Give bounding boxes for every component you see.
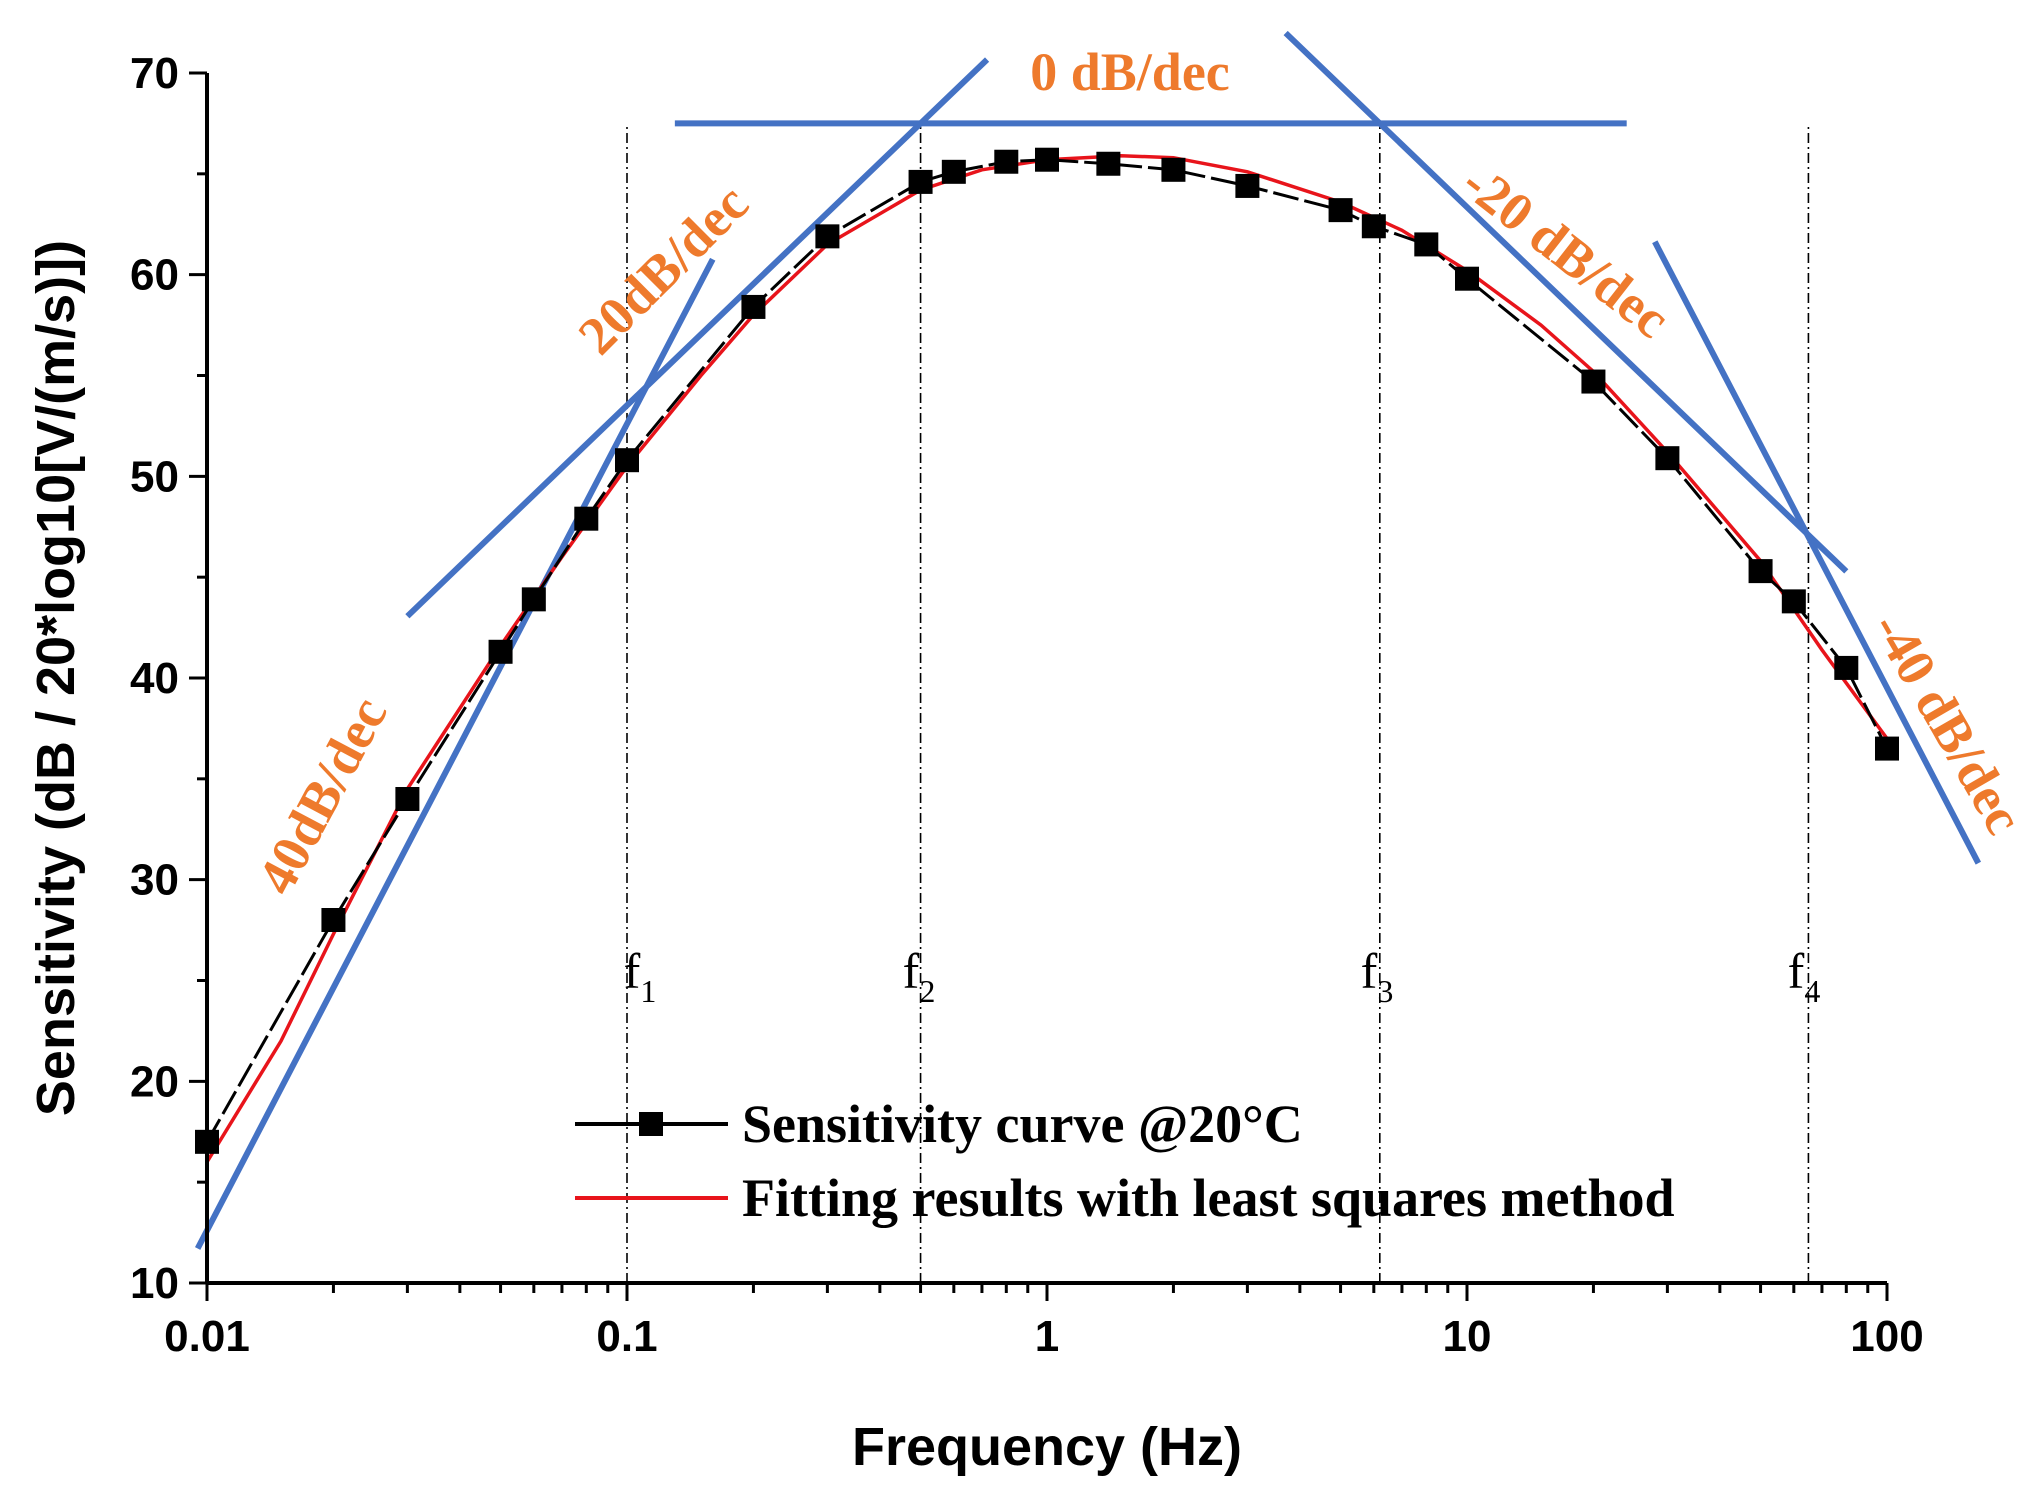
asymptote-lines <box>194 30 1982 1250</box>
y-tick-label: 20 <box>130 1057 179 1106</box>
data-point <box>1834 655 1859 680</box>
x-tick-label: 10 <box>1443 1312 1492 1361</box>
data-point <box>741 294 766 319</box>
data-point <box>1781 589 1806 614</box>
corner-frequency-label: f2 <box>903 943 936 1009</box>
data-point <box>1161 157 1186 182</box>
legend-measured-label: Sensitivity curve @20°C <box>742 1094 1303 1154</box>
data-point <box>615 448 639 473</box>
y-tick-label: 40 <box>130 654 179 703</box>
data-point <box>488 639 513 664</box>
measured-series <box>195 147 1899 1154</box>
x-tick-label: 100 <box>1850 1312 1923 1361</box>
data-point <box>521 587 546 612</box>
data-point <box>994 149 1019 174</box>
data-point <box>1096 151 1121 176</box>
legend-fit-label: Fitting results with least squares metho… <box>742 1168 1675 1228</box>
corner-frequency-lines <box>626 125 1810 1283</box>
x-tick-label: 0.01 <box>164 1312 250 1361</box>
data-point <box>941 159 966 184</box>
slope-label: 20dB/dec <box>567 173 760 366</box>
data-point <box>815 224 840 249</box>
data-point <box>1361 214 1386 239</box>
x-axis-title: Frequency (Hz) <box>852 1417 1242 1477</box>
slope-label: -20 dB/dec <box>1451 152 1681 350</box>
corner-frequency-label: f1 <box>624 943 657 1009</box>
x-tick-label: 0.1 <box>596 1312 657 1361</box>
measured-curve <box>205 158 1889 1143</box>
y-tick-label: 50 <box>130 452 179 501</box>
data-point <box>1235 173 1260 198</box>
annotations: f1 f2 f3 f4 40dB/dec 20dB/dec 0 dB/dec -20 dB/d… <box>246 42 2035 1009</box>
legend: Sensitivity curve @20°C Fitting results w… <box>575 1094 1675 1228</box>
data-point <box>395 787 420 811</box>
data-point <box>1875 736 1899 761</box>
data-point <box>1655 446 1680 471</box>
data-point <box>1035 147 1059 172</box>
asymptote-line <box>405 57 990 619</box>
asymptote-line <box>1283 30 1849 574</box>
y-tick-label: 70 <box>130 49 179 98</box>
data-point <box>1328 198 1353 223</box>
y-tick-label: 30 <box>130 856 179 905</box>
y-tick-label: 60 <box>130 251 179 300</box>
axes: 10 20 30 40 50 60 70 0.01 0.1 1 10 100 Frequency (Hz… <box>26 49 1924 1477</box>
corner-frequency-label: f3 <box>1361 943 1394 1009</box>
y-axis-title: Sensitivity (dB / 20*log10[V/(m/s)]) <box>26 240 86 1116</box>
data-point <box>574 506 599 531</box>
y-tick-label: 10 <box>130 1259 179 1308</box>
data-point <box>1455 266 1479 291</box>
data-point <box>1414 232 1439 257</box>
data-point <box>1581 369 1606 394</box>
asymptote-line <box>194 257 716 1250</box>
data-point <box>908 169 933 194</box>
slope-label: 40dB/dec <box>246 687 399 903</box>
slope-label: 0 dB/dec <box>1030 42 1230 102</box>
data-point <box>321 908 346 932</box>
legend-measured-marker <box>639 1112 663 1136</box>
data-point <box>1748 559 1773 584</box>
asymptote-line <box>1652 240 1982 865</box>
corner-frequency-label: f4 <box>1788 943 1821 1009</box>
x-tick-label: 1 <box>1035 1312 1059 1361</box>
